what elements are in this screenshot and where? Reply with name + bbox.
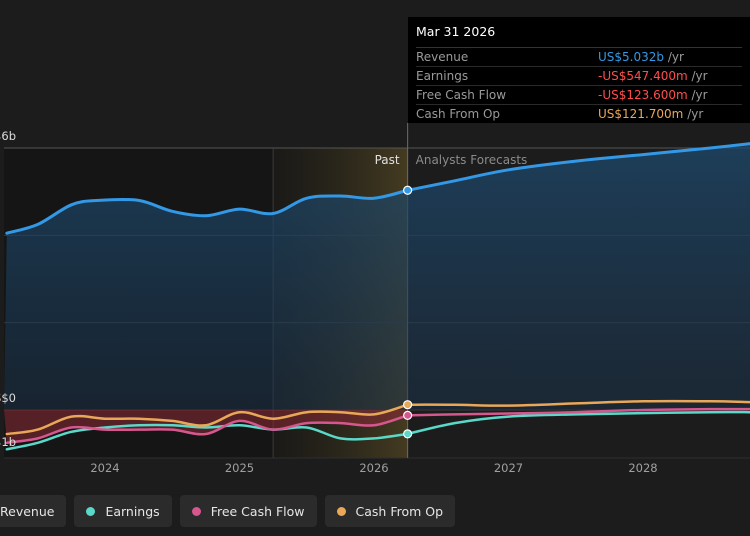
legend-dot-icon	[191, 506, 201, 516]
tooltip-label: Cash From Op	[416, 107, 501, 121]
legend-item-cash-from-op[interactable]: Cash From Op	[324, 495, 456, 527]
data-point-revenue	[403, 185, 413, 195]
y-tick-label: -US$1b	[0, 435, 16, 449]
tooltip-value-free-cash-flow: -US$123.600m	[598, 88, 688, 102]
legend-item-earnings[interactable]: Earnings	[74, 495, 172, 527]
legend: Revenue Earnings Free Cash Flow Cash Fro…	[0, 495, 456, 527]
tooltip-value-cash-from-op: US$121.700m	[598, 107, 684, 121]
tooltip-row-cash-from-op: Cash From Op US$121.700m /yr	[416, 105, 742, 123]
series-forecast-line-revenue	[406, 142, 750, 192]
legend-dot-icon	[336, 506, 346, 516]
tooltip-unit: /yr	[691, 88, 708, 102]
x-tick-label: 2026	[359, 461, 388, 475]
tooltip: Mar 31 2026 Revenue US$5.032b /yr Earnin…	[408, 17, 750, 123]
data-point-free-cash-flow	[403, 410, 413, 420]
legend-item-revenue[interactable]: Revenue	[0, 495, 67, 527]
data-point-cash-from-op	[403, 400, 413, 410]
data-point-earnings	[403, 429, 413, 439]
tooltip-row-free-cash-flow: Free Cash Flow -US$123.600m /yr	[416, 86, 742, 105]
past-label: Past	[375, 153, 400, 167]
forecast-label: Analysts Forecasts	[416, 153, 528, 167]
tooltip-label: Free Cash Flow	[416, 88, 507, 102]
series-line-earnings	[5, 423, 409, 451]
x-tick-label: 2028	[628, 461, 657, 475]
tooltip-row-earnings: Earnings -US$547.400m /yr	[416, 67, 742, 86]
x-tick-label: 2024	[90, 461, 119, 475]
series-line-cash-from-op	[5, 403, 409, 436]
y-tick-label: US$6b	[0, 129, 16, 143]
x-tick-label: 2025	[225, 461, 254, 475]
tooltip-value: US$121.700m /yr	[598, 105, 703, 123]
series-line-revenue	[5, 188, 410, 235]
legend-label: Revenue	[0, 503, 55, 519]
legend-item-free-cash-flow[interactable]: Free Cash Flow	[179, 495, 317, 527]
tooltip-value: US$5.032b /yr	[598, 48, 684, 66]
tooltip-unit: /yr	[691, 69, 708, 83]
tooltip-date: Mar 31 2026	[416, 23, 742, 48]
y-tick-label: US$0	[0, 391, 16, 405]
tooltip-value-revenue: US$5.032b	[598, 50, 665, 64]
tooltip-value: -US$123.600m /yr	[598, 86, 708, 104]
x-tick-label: 2027	[494, 461, 523, 475]
tooltip-row-revenue: Revenue US$5.032b /yr	[416, 48, 742, 67]
legend-label: Free Cash Flow	[210, 503, 305, 519]
series-forecast-line-free-cash-flow	[406, 407, 750, 417]
tooltip-label: Revenue	[416, 50, 469, 64]
legend-label: Earnings	[105, 503, 160, 519]
revenue-area	[4, 143, 750, 410]
series-forecast-line-cash-from-op	[406, 399, 750, 407]
series-line-free-cash-flow	[5, 414, 409, 445]
series-forecast-line-earnings	[406, 410, 750, 436]
tooltip-unit: /yr	[667, 50, 684, 64]
legend-dot-icon	[86, 506, 96, 516]
tooltip-value-earnings: -US$547.400m	[598, 69, 688, 83]
tooltip-value: -US$547.400m /yr	[598, 67, 708, 85]
tooltip-label: Earnings	[416, 69, 469, 83]
tooltip-unit: /yr	[687, 107, 704, 121]
legend-label: Cash From Op	[355, 503, 444, 519]
